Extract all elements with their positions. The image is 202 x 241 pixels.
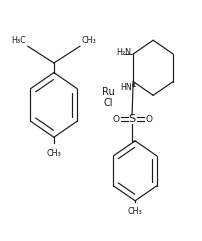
Text: CH₃: CH₃	[82, 36, 96, 45]
Text: HN: HN	[120, 83, 132, 93]
Text: O: O	[146, 115, 153, 124]
Text: H₃C: H₃C	[12, 36, 26, 45]
Text: Ru: Ru	[102, 87, 114, 97]
Text: CH₃: CH₃	[128, 207, 142, 216]
Text: H₂N: H₂N	[116, 48, 131, 57]
Text: Cl: Cl	[103, 98, 113, 107]
Text: O: O	[113, 115, 120, 124]
Text: CH₃: CH₃	[46, 149, 61, 158]
Text: S: S	[128, 114, 136, 124]
